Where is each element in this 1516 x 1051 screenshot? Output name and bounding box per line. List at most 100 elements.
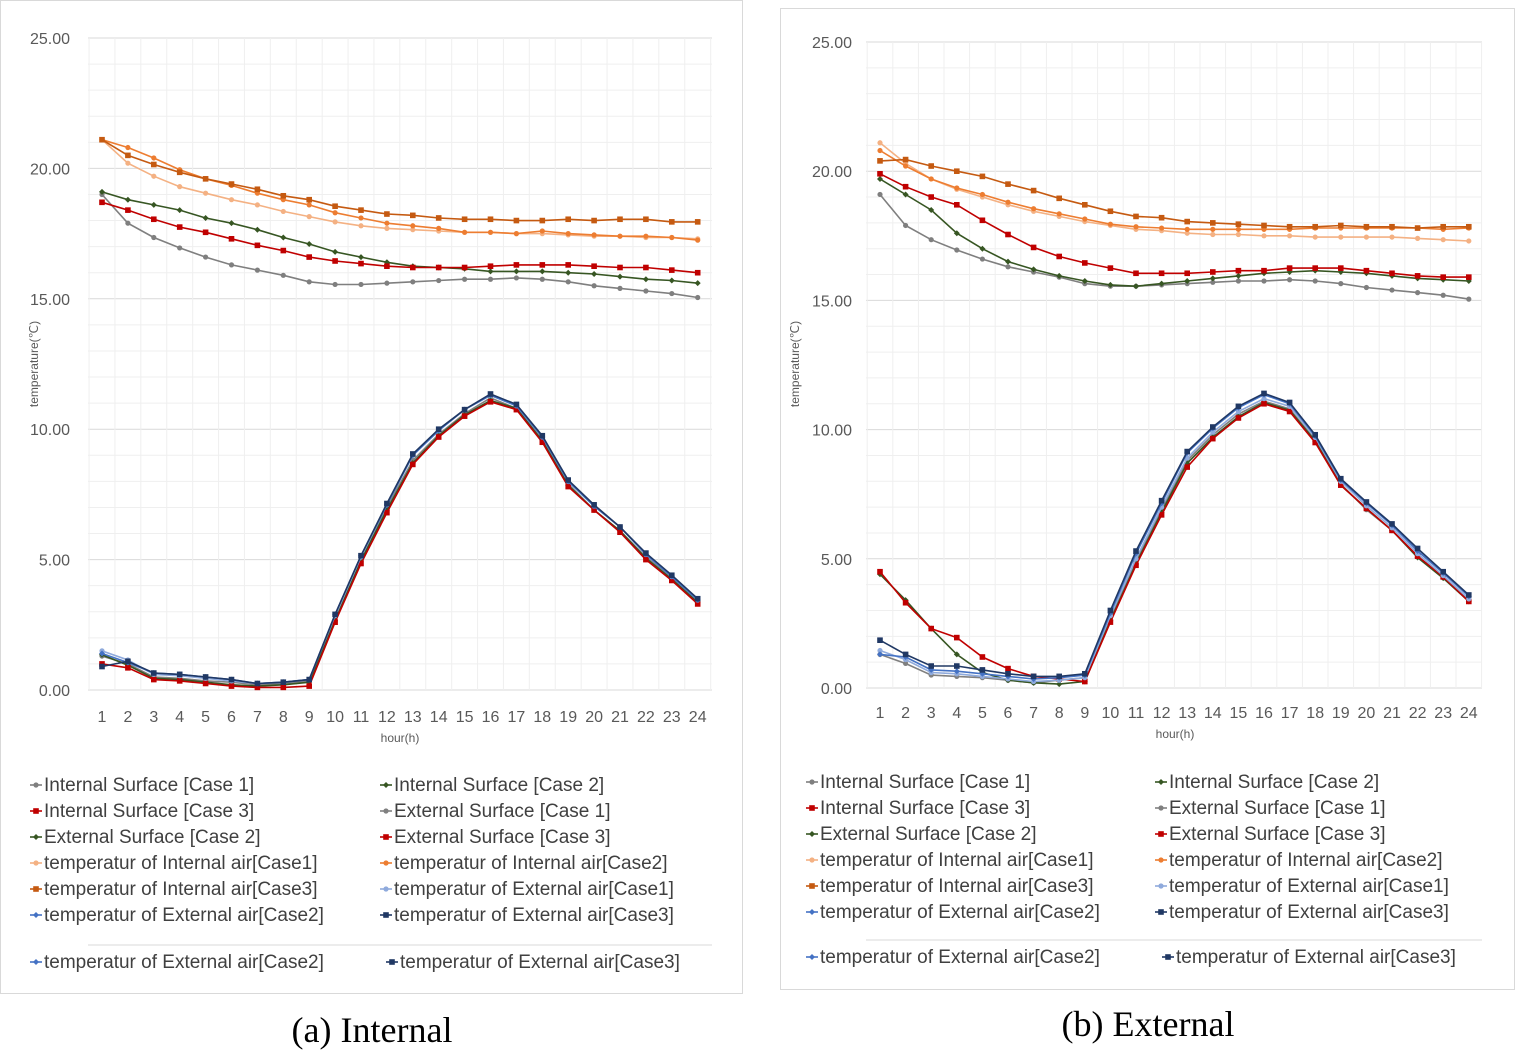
x-tick-label: 1 <box>98 709 107 726</box>
data-point <box>565 216 571 223</box>
data-point <box>695 294 701 301</box>
data-point <box>280 247 287 254</box>
data-point <box>513 262 520 268</box>
x-tick-label: 9 <box>305 709 314 726</box>
data-point <box>1133 224 1139 230</box>
data-point <box>332 248 339 255</box>
data-point <box>617 524 623 530</box>
data-point <box>306 214 312 220</box>
data-point <box>877 647 883 654</box>
legend-label: Internal Surface [Case 3] <box>44 801 254 822</box>
x-tick-label: 18 <box>533 709 551 726</box>
data-point <box>617 264 623 271</box>
legend-item: temperatur of External air[Case2] <box>30 905 324 926</box>
data-point <box>487 399 494 405</box>
data-point <box>410 461 416 468</box>
data-point <box>1184 464 1190 470</box>
data-point <box>1158 512 1165 518</box>
x-tick-label: 14 <box>1204 705 1222 722</box>
data-point <box>332 210 338 216</box>
legend-swatch-marker <box>33 782 39 788</box>
x-tick-label: 10 <box>326 709 344 726</box>
data-point <box>1082 201 1088 208</box>
series-line <box>879 178 1469 288</box>
data-point <box>487 268 494 275</box>
data-point <box>694 601 701 607</box>
data-point <box>1261 400 1267 407</box>
data-point <box>176 169 183 176</box>
data-point <box>306 202 312 208</box>
legend-swatch-marker <box>1158 883 1164 889</box>
series-6 <box>99 399 701 691</box>
legend-swatch-marker <box>1158 909 1164 915</box>
x-tick-label: 13 <box>404 709 422 726</box>
data-point <box>1005 264 1011 270</box>
x-tick-label: 3 <box>149 709 158 726</box>
legend-item: temperatur of Internal air[Case2] <box>1155 850 1443 871</box>
data-point <box>1210 231 1216 238</box>
data-point <box>1312 431 1318 438</box>
data-point <box>1056 673 1062 680</box>
x-tick-label: 16 <box>1255 705 1273 722</box>
data-point <box>1389 270 1395 277</box>
data-point <box>124 196 131 203</box>
data-point <box>1107 281 1114 288</box>
legend-swatch-marker <box>809 805 815 811</box>
data-point <box>254 242 261 249</box>
legend-swatch-marker <box>809 954 815 960</box>
data-point <box>280 684 287 691</box>
data-point <box>1056 253 1062 260</box>
data-point <box>1210 269 1216 275</box>
data-point <box>1440 237 1446 243</box>
x-tick-label: 20 <box>1358 705 1376 722</box>
x-tick-label: 7 <box>253 709 262 726</box>
legend-swatch-marker <box>1158 857 1164 863</box>
chart-a-legend: Internal Surface [Case 1] Internal Surfac… <box>30 775 680 973</box>
data-point <box>461 216 468 223</box>
legend-swatch-marker <box>809 857 815 863</box>
legend-label: temperatur of Internal air[Case2] <box>394 853 668 874</box>
legend-item: External Surface [Case 3] <box>1155 824 1386 845</box>
legend-label: temperatur of External air[Case3] <box>1169 902 1449 923</box>
data-point <box>1082 670 1088 677</box>
legend-label: temperatur of External air[Case1] <box>394 879 674 900</box>
data-point <box>1158 214 1165 221</box>
data-point <box>513 275 520 281</box>
x-tick-label: 9 <box>1080 705 1089 722</box>
data-point <box>1286 265 1293 271</box>
data-point <box>928 663 934 669</box>
x-tick-label: 2 <box>901 705 910 722</box>
legend-item: External Surface [Case 2] <box>806 824 1037 845</box>
data-point <box>358 207 364 213</box>
data-point <box>1107 265 1114 271</box>
x-tick-label: 21 <box>611 709 629 726</box>
x-tick-label: 19 <box>559 709 577 726</box>
data-point <box>928 206 935 213</box>
data-point <box>435 434 442 440</box>
caption-b: (b) External <box>1062 1004 1235 1044</box>
data-point <box>928 625 934 632</box>
legend-swatch-marker <box>33 834 39 840</box>
series-line <box>879 397 1470 683</box>
data-point <box>1466 238 1472 244</box>
x-tick-label: 23 <box>663 709 681 726</box>
data-point <box>151 234 157 241</box>
chart-a-x-axis-label: hour(h) <box>381 731 420 745</box>
data-point <box>1133 548 1139 554</box>
data-point <box>1312 234 1318 240</box>
data-point <box>1082 678 1088 685</box>
data-point <box>1466 592 1472 598</box>
data-point <box>384 509 390 516</box>
legend-swatch-marker <box>33 860 39 866</box>
series-line <box>101 393 699 685</box>
chart-a-x-ticks: 1 2 3 4 5 6 7 8 9 10 11 12 13 14 15 16 17 18 19 20 21 22 23 24 <box>98 709 707 726</box>
data-point <box>1440 223 1446 230</box>
data-point <box>410 264 416 271</box>
data-point <box>1414 273 1421 279</box>
x-tick-label: 5 <box>978 705 987 722</box>
data-point <box>539 432 546 439</box>
data-point <box>1235 278 1241 284</box>
y-tick-label: 15.00 <box>30 292 70 309</box>
data-point <box>1312 265 1318 271</box>
data-point <box>591 271 598 278</box>
